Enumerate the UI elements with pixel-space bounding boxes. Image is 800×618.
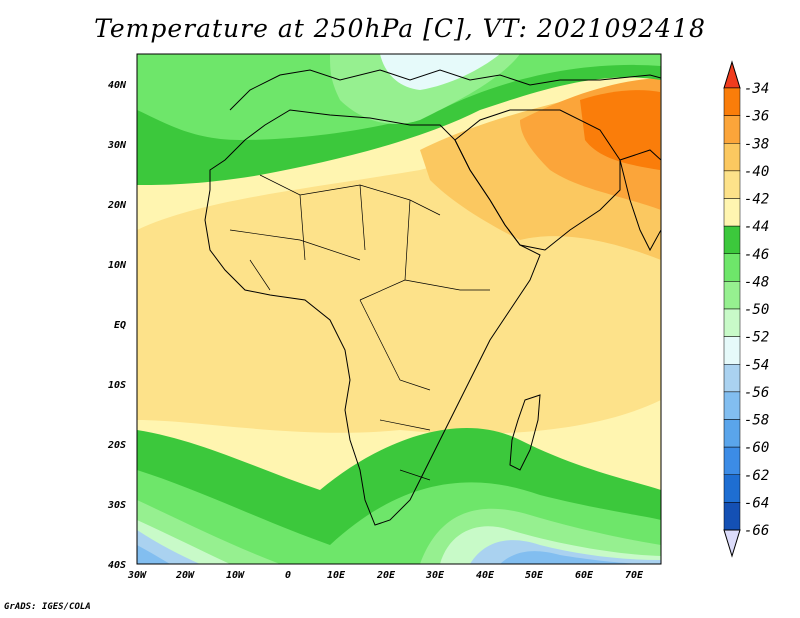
credit-text: GrADS: IGES/COLA xyxy=(4,602,91,612)
lon-tick-label: 60E xyxy=(575,570,594,581)
lon-tick-label: 40E xyxy=(476,570,495,581)
lat-tick-label: 10S xyxy=(108,380,126,391)
colorbar-segment xyxy=(723,115,741,144)
colorbar-label: -44 xyxy=(744,219,769,235)
arabia-coastline xyxy=(454,109,621,251)
colorbar-segment xyxy=(723,419,741,448)
colorbar-segment xyxy=(723,502,741,531)
colorbar-segment xyxy=(723,336,741,365)
colorbar-label: -50 xyxy=(744,302,769,318)
colorbar-segment xyxy=(723,143,741,172)
colorbar-segment xyxy=(723,474,741,503)
colorbar-label: -36 xyxy=(744,109,769,125)
colorbar-segment xyxy=(723,253,741,282)
plot-frame xyxy=(136,53,662,565)
colorbar-segment xyxy=(723,364,741,393)
lat-tick-label: 30S xyxy=(107,500,126,511)
country-borders xyxy=(229,174,490,481)
lon-tick-label: 30W xyxy=(127,570,147,581)
colorbar-label: -46 xyxy=(744,247,769,263)
colorbar: -34 -36 -38 -40 -42 -44 -46 -48 -50 -52 -54 -56 -58 -… xyxy=(723,60,769,558)
colorbar-segment xyxy=(723,281,741,310)
colorbar-label: -58 xyxy=(744,413,769,429)
coastlines xyxy=(204,69,661,526)
lon-tick-label: 30E xyxy=(425,570,445,581)
lon-tick-label: 0 xyxy=(285,570,291,581)
colorbar-segment xyxy=(723,170,741,199)
colorbar-segment xyxy=(723,446,741,475)
lon-tick-label: 20W xyxy=(175,570,195,581)
colorbar-segment xyxy=(723,391,741,420)
lat-tick-label: 40S xyxy=(108,560,126,571)
madagascar-coastline xyxy=(509,394,541,471)
colorbar-label: -48 xyxy=(744,274,769,290)
colorbar-segment xyxy=(723,87,741,116)
colorbar-label: -56 xyxy=(744,385,769,401)
colorbar-segment xyxy=(723,198,741,227)
lat-tick-label: 20S xyxy=(107,440,126,451)
india-coastline xyxy=(619,149,661,252)
colorbar-label: -60 xyxy=(744,440,769,456)
colorbar-label: -38 xyxy=(744,136,769,152)
lon-tick-label: 10W xyxy=(226,570,245,581)
field-zone-36 xyxy=(580,90,660,170)
europe-coastline xyxy=(229,69,661,111)
map-title: Temperature at 250hPa [C], VT: 202109241… xyxy=(94,14,706,43)
colorbar-segment xyxy=(723,225,741,254)
colorbar-label: -64 xyxy=(744,495,769,511)
colorbar-label: -66 xyxy=(744,523,769,539)
field-zone-south-56 xyxy=(137,545,640,564)
lat-tick-label: 40N xyxy=(108,80,127,91)
lat-tick-label: 30N xyxy=(107,140,127,151)
colorbar-label: -42 xyxy=(744,192,769,208)
colorbar-bottom-arrow xyxy=(723,529,741,558)
colorbar-label: -34 xyxy=(744,81,769,97)
colorbar-top-arrow xyxy=(723,60,741,89)
colorbar-label: -62 xyxy=(744,468,769,484)
lat-tick-label: EQ xyxy=(114,320,126,331)
lat-tick-label: 20N xyxy=(107,200,127,211)
temperature-field xyxy=(137,54,661,564)
lon-tick-label: 10E xyxy=(327,570,346,581)
lon-tick-label: 70E xyxy=(625,570,644,581)
colorbar-label: -54 xyxy=(744,357,769,373)
colorbar-label: -52 xyxy=(744,330,769,346)
colorbar-label: -40 xyxy=(744,164,769,180)
africa-coastline xyxy=(204,109,541,526)
lat-axis: 40N 30N 20N 10N EQ 10S 20S 30S 40S xyxy=(107,80,127,571)
lon-axis: 30W 20W 10W 0 10E 20E 30E 40E 50E 60E 70… xyxy=(127,570,644,581)
field-zone-north-52 xyxy=(380,54,500,90)
lon-tick-label: 50E xyxy=(525,570,544,581)
lon-tick-label: 20E xyxy=(376,570,396,581)
lat-tick-label: 10N xyxy=(108,260,127,271)
colorbar-segment xyxy=(723,308,741,337)
